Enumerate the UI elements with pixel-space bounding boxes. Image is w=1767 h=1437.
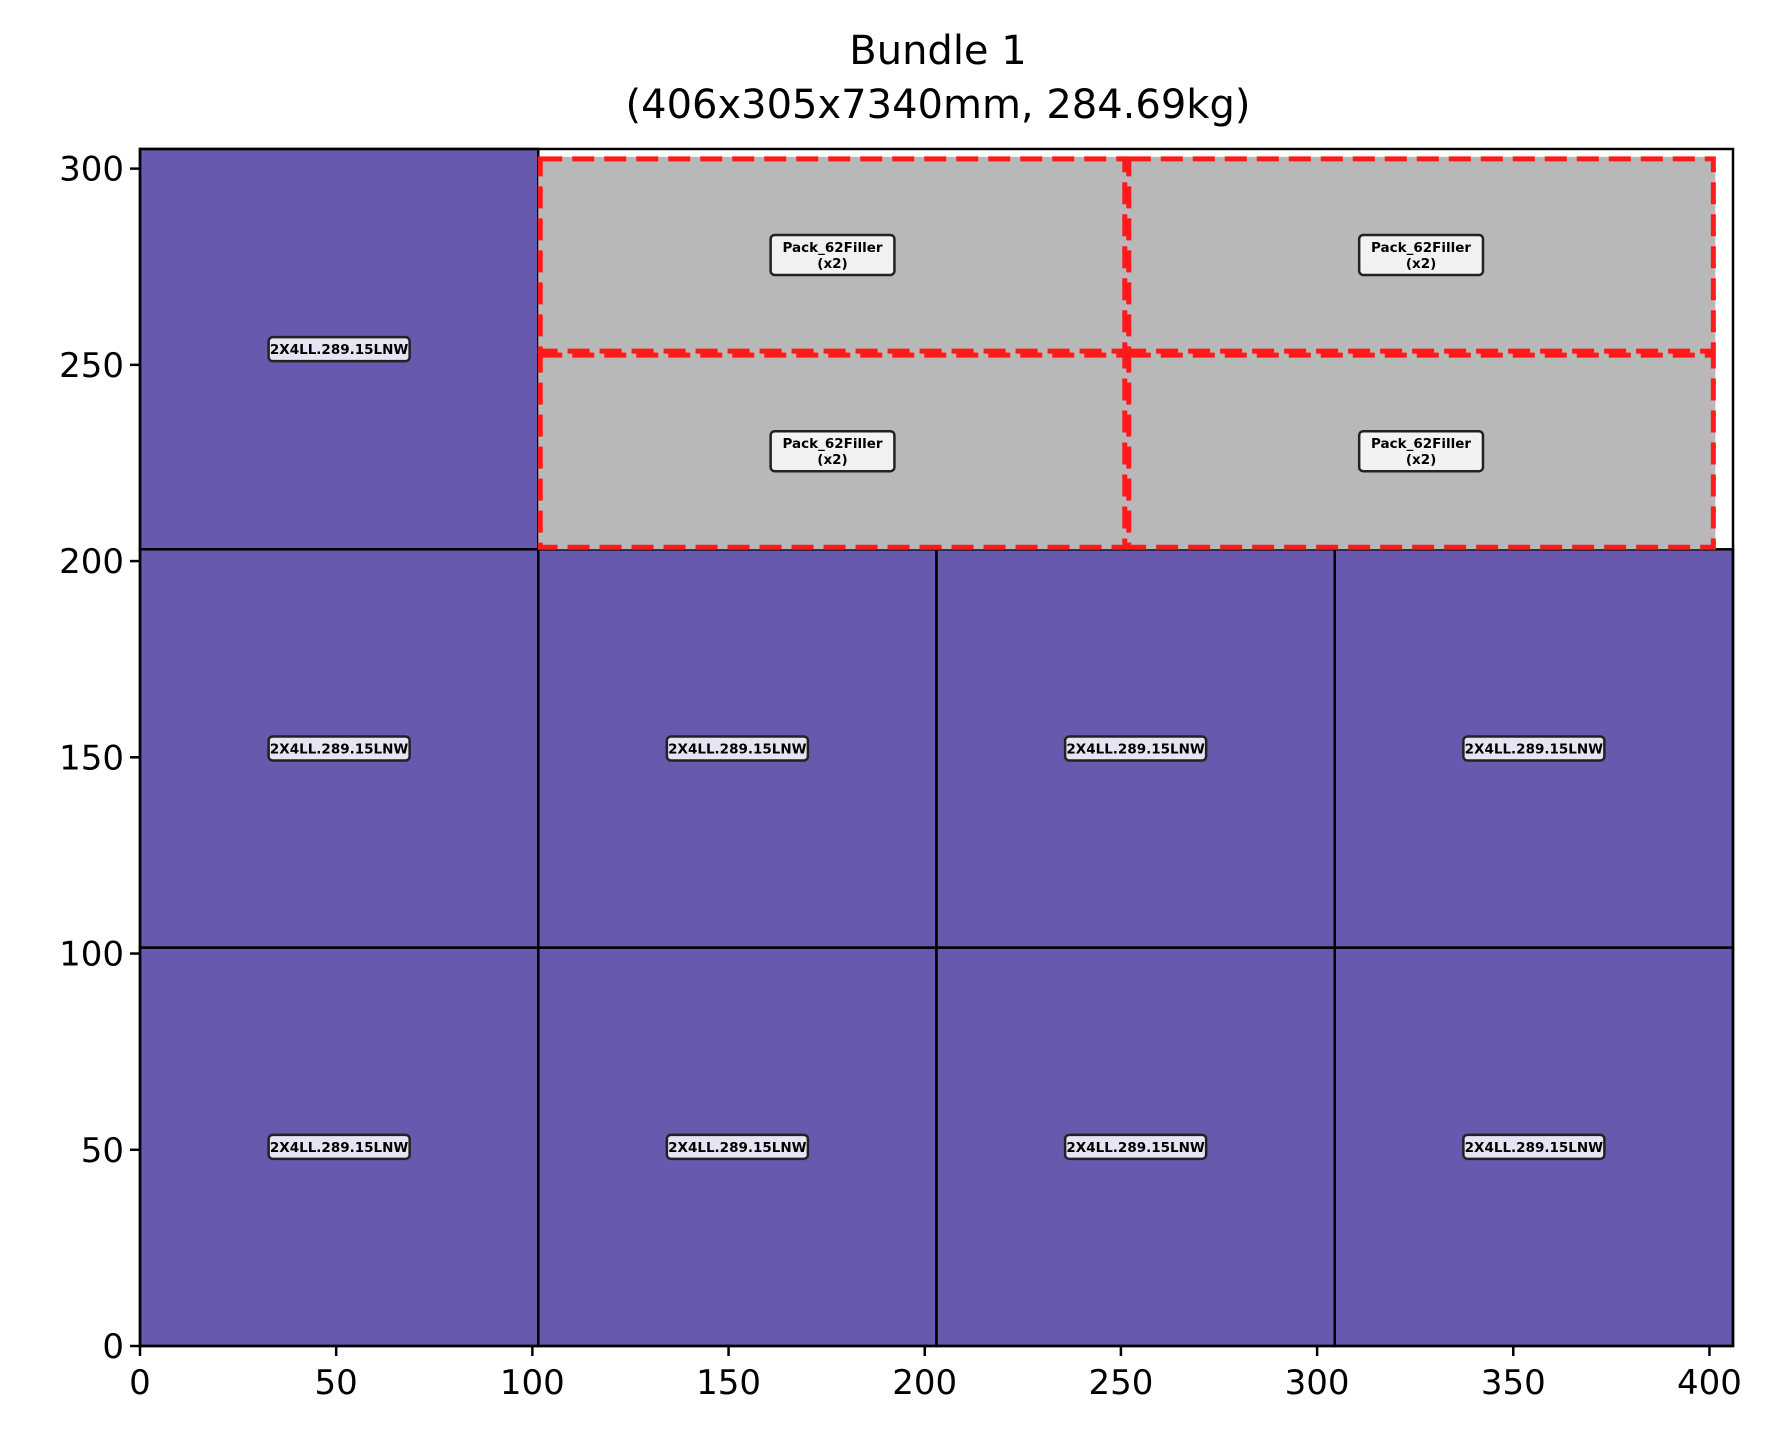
y-axis: 0 50 100 150 200 250 300 [59,150,140,1367]
board-label-4: 2X4LL.289.15LNW [1462,735,1606,762]
board-label-0-text-0: 2X4LL.289.15LNW [270,342,409,358]
y-tick-label-4: 200 [59,542,124,582]
filler-label-1-box [1357,233,1485,277]
board-label-7-box [1063,1133,1208,1161]
board-label-8: 2X4LL.289.15LNW [1462,1133,1606,1161]
board-label-1-box [267,735,411,762]
y-tick-label-3: 150 [59,738,124,778]
filler-outline-2 [537,352,1128,550]
y-tick-label-5: 250 [59,346,124,386]
board-label-1-text-0: 2X4LL.289.15LNW [270,741,409,757]
filler-label-1-text-0: Pack_62Filler [1371,240,1471,256]
board-label-3-box [1063,735,1208,762]
x-tick-label-0: 0 [129,1363,151,1403]
board-label-8-text-0: 2X4LL.289.15LNW [1465,1140,1604,1156]
filler-label-2-text-1: (x2) [817,452,847,468]
x-axis: 0 50 100 150 200 250 300 350 400 [129,1346,1742,1403]
filler-label-3-text-1: (x2) [1406,452,1436,468]
board-label-4-text-0: 2X4LL.289.15LNW [1465,741,1604,757]
board-label-4-box [1462,735,1606,762]
y-tick-label-1: 50 [81,1131,124,1171]
board-label-7-text-0: 2X4LL.289.15LNW [1066,1140,1205,1156]
filler-label-3: Pack_62Filler(x2) [1357,429,1485,473]
filler-label-3-text-0: Pack_62Filler [1371,436,1471,452]
filler-label-2: Pack_62Filler(x2) [769,429,896,473]
board-label-8-box [1462,1133,1606,1161]
board-label-3-text-0: 2X4LL.289.15LNW [1066,741,1205,757]
x-tick-label-8: 400 [1677,1363,1742,1403]
board-label-2-text-0: 2X4LL.289.15LNW [668,741,807,757]
board-label-5-text-0: 2X4LL.289.15LNW [270,1140,409,1156]
board-label-1: 2X4LL.289.15LNW [267,735,411,762]
y-tick-label-6: 300 [59,150,124,190]
filler-outline-3 [1126,352,1716,550]
plot-frame [138,147,1735,1348]
filler-label-1-text-1: (x2) [1406,256,1436,272]
filler-outline-1 [1126,156,1716,354]
board-label-5: 2X4LL.289.15LNW [267,1133,411,1161]
board-label-7: 2X4LL.289.15LNW [1063,1133,1208,1161]
x-tick-label-2: 100 [500,1363,565,1403]
filler-label-2-box [769,429,896,473]
filler-label-0-box [769,233,896,277]
filler-outline-0 [537,156,1128,354]
board-label-2: 2X4LL.289.15LNW [665,735,810,762]
x-tick-label-1: 50 [315,1363,358,1403]
x-tick-label-3: 150 [696,1363,761,1403]
chart-title-line-1: Bundle 1 [849,28,1026,74]
x-tick-label-5: 250 [1088,1363,1153,1403]
y-tick-label-0: 0 [102,1327,124,1367]
filler-label-0-text-1: (x2) [817,256,847,272]
board-label-6-text-0: 2X4LL.289.15LNW [668,1140,807,1156]
filler-label-0: Pack_62Filler(x2) [769,233,896,277]
board-label-3: 2X4LL.289.15LNW [1063,735,1208,762]
filler-label-0-text-0: Pack_62Filler [782,240,882,256]
x-tick-label-7: 350 [1481,1363,1546,1403]
x-tick-label-4: 200 [892,1363,957,1403]
plot-area: 2X4LL.289.15LNW 2X4LL.289.15LNW 2X4LL.289.… [138,147,1735,1348]
board-label-5-box [267,1133,411,1161]
board-label-0: 2X4LL.289.15LNW [267,335,411,363]
filler-label-1: Pack_62Filler(x2) [1357,233,1485,277]
board-label-2-box [665,735,810,762]
board-label-6-box [665,1133,810,1161]
x-tick-label-6: 300 [1285,1363,1350,1403]
filler-label-2-text-0: Pack_62Filler [782,436,882,452]
filler-label-3-box [1357,429,1485,473]
board-label-6: 2X4LL.289.15LNW [665,1133,810,1161]
chart-title-line-2: (406x305x7340mm, 284.69kg) [626,82,1251,128]
board-label-0-box [267,335,411,363]
y-tick-label-2: 100 [59,935,124,975]
